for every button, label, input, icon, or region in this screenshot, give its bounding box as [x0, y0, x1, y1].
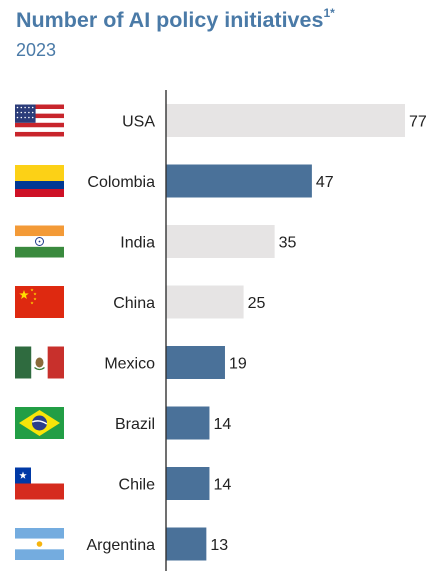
bar: [166, 104, 405, 137]
bar: [166, 164, 312, 198]
value-label: 14: [213, 416, 231, 433]
bar: [166, 406, 210, 440]
usa-flag-icon: [15, 104, 64, 137]
value-label: 77: [409, 114, 427, 131]
bar-row: Colombia 47: [15, 164, 334, 198]
category-label: Colombia: [87, 174, 155, 191]
bar: [166, 285, 244, 319]
bar-row: Mexico 19: [15, 346, 247, 379]
bar-row: USA 77: [15, 104, 427, 137]
category-label: Mexico: [104, 356, 155, 373]
title-footnote-marker: 1*: [323, 6, 335, 20]
bar: [166, 346, 225, 379]
bar-row: Chile 14: [15, 467, 231, 500]
category-label: India: [120, 235, 155, 252]
bar: [166, 467, 210, 500]
value-label: 47: [316, 174, 334, 191]
brazil-flag-icon: [15, 407, 64, 439]
mexico-flag-icon: [15, 346, 64, 379]
value-label: 25: [248, 295, 266, 312]
bar: [166, 225, 275, 258]
category-label: Chile: [119, 477, 156, 494]
bar-row: Argentina 13: [15, 527, 228, 561]
value-label: 14: [213, 477, 231, 494]
colombia-flag-icon: [15, 165, 64, 197]
bar-row: Brazil 14: [15, 406, 231, 440]
china-flag-icon: [15, 286, 64, 318]
chart-subtitle: 2023: [16, 40, 57, 60]
category-label: Brazil: [115, 416, 155, 433]
category-label: USA: [122, 114, 155, 131]
bar-row: China 25: [15, 285, 266, 319]
india-flag-icon: [15, 225, 64, 258]
chile-flag-icon: [15, 467, 64, 500]
value-label: 13: [210, 537, 228, 554]
bar-row: India 35: [15, 225, 297, 258]
value-label: 35: [279, 235, 297, 252]
chart-title-text: Number of AI policy initiatives: [16, 8, 324, 33]
category-label: China: [113, 295, 155, 312]
chart-title: Number of AI policy initiatives1*: [16, 6, 335, 33]
category-label: Argentina: [87, 537, 156, 554]
bar: [166, 527, 207, 561]
value-label: 19: [229, 356, 247, 373]
argentina-flag-icon: [15, 528, 64, 560]
